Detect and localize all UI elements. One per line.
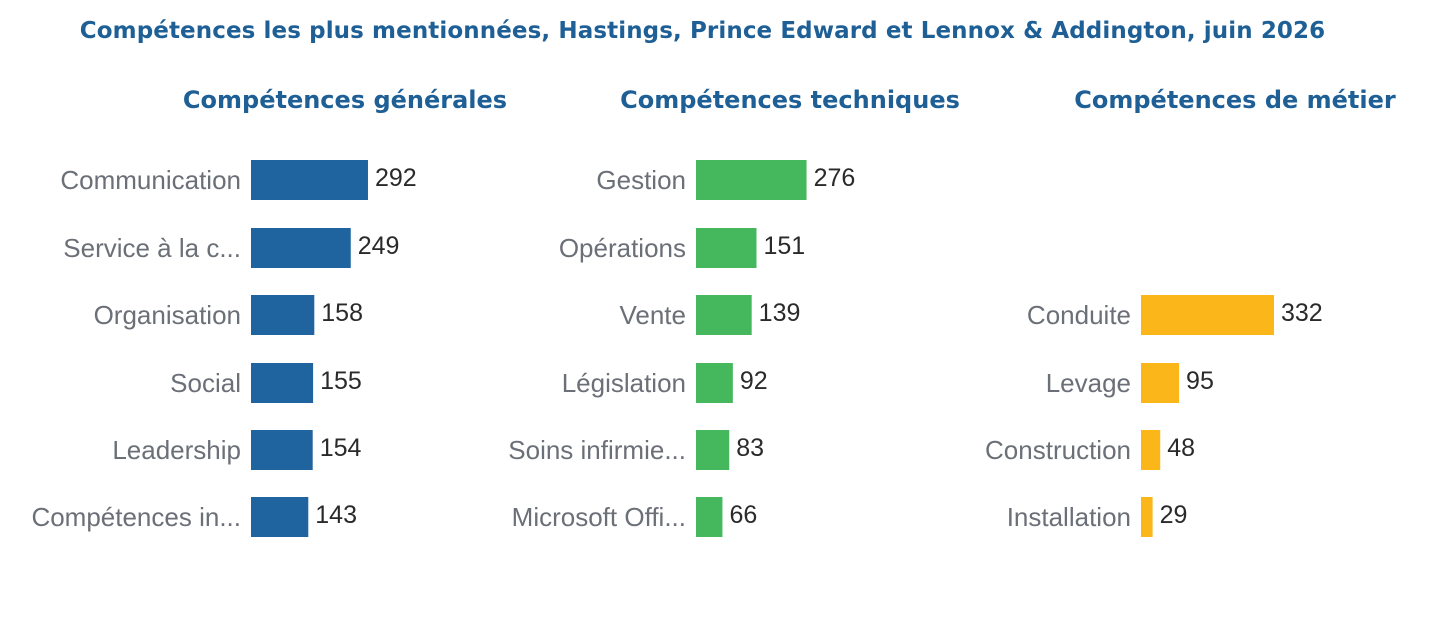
bar-technical-1	[696, 228, 757, 268]
bar-technical-5	[696, 497, 723, 537]
category-label-general-3: Social	[170, 368, 241, 398]
value-label-trade-1: 95	[1186, 367, 1214, 395]
category-label-general-2: Organisation	[94, 300, 241, 330]
value-label-technical-1: 151	[763, 232, 805, 260]
value-label-trade-3: 29	[1160, 501, 1188, 529]
bar-trade-2	[1141, 430, 1161, 470]
bar-general-4	[251, 430, 313, 470]
category-label-trade-1: Levage	[1046, 368, 1131, 398]
value-label-technical-3: 92	[740, 367, 768, 395]
bar-technical-3	[696, 363, 733, 403]
value-label-general-3: 155	[320, 367, 362, 395]
category-label-technical-5: Microsoft Offi...	[512, 502, 686, 532]
bar-general-0	[251, 160, 368, 200]
bar-technical-2	[696, 295, 752, 335]
value-label-technical-4: 83	[736, 434, 764, 462]
category-label-general-5: Compétences in...	[31, 502, 241, 532]
bar-technical-4	[696, 430, 730, 470]
category-label-technical-2: Vente	[619, 300, 686, 330]
value-label-trade-0: 332	[1281, 299, 1323, 327]
category-label-general-4: Leadership	[112, 435, 241, 465]
bar-general-3	[251, 363, 314, 403]
value-label-general-5: 143	[315, 501, 357, 529]
category-label-general-0: Communication	[60, 165, 241, 195]
panel-title-trade: Compétences de métier	[1074, 86, 1396, 114]
category-label-technical-4: Soins infirmie...	[508, 435, 686, 465]
category-label-general-1: Service à la c...	[63, 233, 241, 263]
category-label-technical-1: Opérations	[559, 233, 686, 263]
value-label-general-2: 158	[321, 299, 363, 327]
value-label-technical-0: 276	[814, 164, 856, 192]
category-label-technical-3: Législation	[562, 368, 686, 398]
bar-trade-0	[1141, 295, 1274, 335]
bar-general-5	[251, 497, 309, 537]
chart-title: Compétences les plus mentionnées, Hastin…	[79, 18, 1326, 44]
value-label-trade-2: 48	[1167, 434, 1195, 462]
value-label-general-1: 249	[358, 232, 400, 260]
category-label-trade-0: Conduite	[1027, 300, 1131, 330]
bar-trade-1	[1141, 363, 1180, 403]
panel-title-technical: Compétences techniques	[620, 86, 960, 114]
category-label-trade-3: Installation	[1007, 502, 1131, 532]
bar-technical-0	[696, 160, 807, 200]
value-label-general-0: 292	[375, 164, 417, 192]
value-label-technical-5: 66	[729, 501, 757, 529]
value-label-general-4: 154	[320, 434, 362, 462]
category-label-technical-0: Gestion	[596, 165, 686, 195]
category-label-trade-2: Construction	[985, 435, 1131, 465]
bar-general-1	[251, 228, 351, 268]
panel-title-general: Compétences générales	[182, 86, 508, 114]
value-label-technical-2: 139	[759, 299, 801, 327]
bar-general-2	[251, 295, 315, 335]
bar-trade-3	[1141, 497, 1153, 537]
